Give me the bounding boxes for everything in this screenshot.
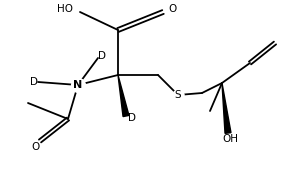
Text: O: O (168, 4, 176, 14)
Text: S: S (175, 90, 181, 100)
Text: OH: OH (222, 134, 238, 144)
Polygon shape (118, 75, 129, 117)
Text: D: D (98, 51, 106, 61)
Polygon shape (222, 83, 231, 133)
Text: O: O (31, 142, 39, 152)
Text: D: D (30, 77, 38, 87)
Text: D: D (128, 113, 136, 123)
Text: N: N (73, 80, 83, 90)
Text: HO: HO (57, 4, 73, 14)
